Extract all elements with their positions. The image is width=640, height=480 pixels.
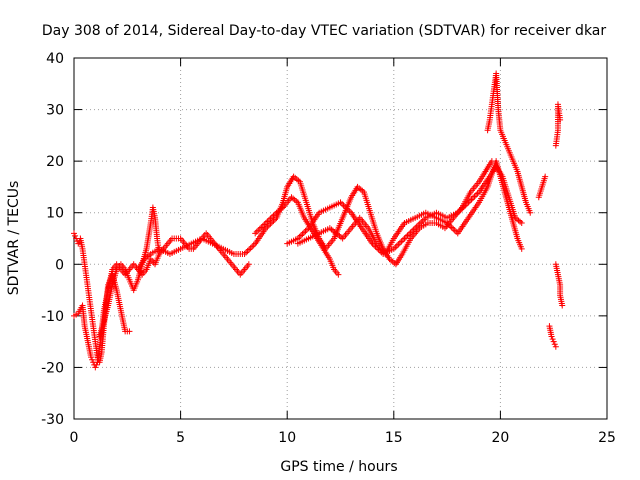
data-point: [395, 241, 402, 248]
data-point: [393, 242, 400, 249]
data-point: [249, 243, 256, 250]
data-point: [94, 354, 101, 361]
y-tick-label: 30: [46, 103, 64, 119]
data-point: [559, 302, 566, 309]
data-point: [255, 227, 262, 234]
y-tick-label: 0: [55, 257, 64, 273]
x-tick-label: 5: [176, 430, 185, 446]
chart-title: Day 308 of 2014, Sidereal Day-to-day VTE…: [42, 23, 607, 39]
x-axis: 0 5 10 15 20 25: [70, 58, 616, 446]
data-point: [468, 196, 475, 203]
data-point: [335, 271, 342, 278]
data-point: [419, 217, 426, 224]
y-tick-label: -10: [41, 309, 64, 325]
x-tick-label: 10: [278, 430, 296, 446]
data-point: [246, 246, 253, 253]
data-point: [474, 190, 481, 197]
data-point: [126, 328, 133, 335]
y-tick-label: 20: [46, 154, 64, 170]
data-point: [247, 245, 254, 252]
data-point: [302, 228, 309, 235]
data-point: [243, 249, 250, 256]
data-point: [297, 232, 304, 239]
data-point: [542, 173, 549, 180]
data-point: [450, 225, 457, 232]
x-tick-label: 25: [598, 430, 616, 446]
data-point: [75, 240, 82, 247]
data-point: [245, 261, 252, 268]
data-point: [399, 236, 406, 243]
x-axis-label: GPS time / hours: [280, 459, 397, 475]
data-point: [451, 227, 458, 234]
data-point: [71, 230, 77, 237]
data-point: [93, 361, 100, 368]
y-tick-label: -20: [41, 360, 64, 376]
data-point: [550, 338, 557, 345]
data-point: [300, 229, 307, 236]
data-point: [396, 239, 403, 246]
data-point: [401, 235, 408, 242]
x-tick-label: 20: [491, 430, 509, 446]
data-point: [250, 242, 257, 249]
data-point: [552, 343, 559, 350]
data-point: [253, 228, 260, 235]
y-axis-label: SDTVAR / TECUs: [6, 181, 22, 296]
data-point: [88, 354, 95, 361]
data-point: [548, 333, 555, 340]
data-point: [339, 200, 346, 207]
x-tick-label: 15: [385, 430, 403, 446]
y-tick-label: -30: [41, 412, 64, 428]
data-point: [92, 364, 99, 371]
data-point: [244, 248, 251, 255]
data-point: [557, 116, 564, 123]
data-point: [527, 209, 534, 216]
data-point: [473, 192, 480, 199]
data-point: [518, 220, 525, 227]
data-point: [252, 230, 259, 237]
data-point: [413, 223, 420, 230]
data-point: [398, 238, 405, 245]
y-axis: -30 -20 -10 0 10 20 30 40: [41, 51, 607, 428]
data-point: [551, 341, 558, 348]
y-tick-label: 10: [46, 206, 64, 222]
data-point: [402, 234, 409, 241]
data-point: [518, 245, 525, 252]
data-point: [72, 232, 79, 239]
data-point: [549, 336, 556, 343]
y-tick-label: 40: [46, 51, 64, 67]
data-point: [299, 231, 306, 238]
x-tick-label: 0: [70, 430, 79, 446]
data-point: [156, 250, 163, 257]
data-points: [71, 70, 566, 371]
data-point: [89, 356, 96, 363]
